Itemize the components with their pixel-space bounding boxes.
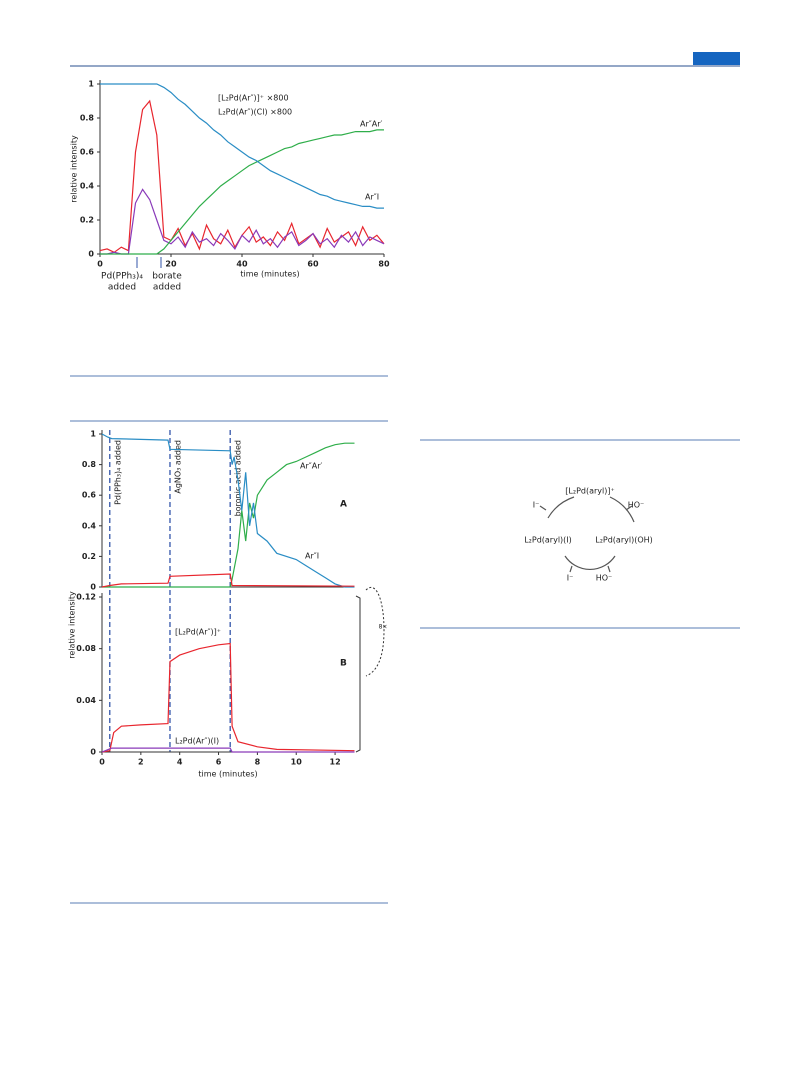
header-tab bbox=[693, 52, 740, 65]
cycle-label: L₂Pd(aryl)(OH) bbox=[595, 536, 653, 545]
y-tick-label: 0.6 bbox=[80, 148, 95, 157]
y-tick-label: 0.2 bbox=[80, 216, 94, 225]
series-label: [L₂Pd(Ar″)]⁺ bbox=[175, 628, 221, 637]
x-tick-label: 12 bbox=[330, 758, 341, 767]
cycle-label: I⁻ bbox=[533, 501, 540, 510]
series-line bbox=[101, 642, 355, 753]
annotation-arc bbox=[365, 587, 385, 677]
y-tick-label: 0 bbox=[90, 748, 96, 757]
cycle-arrow bbox=[547, 496, 575, 519]
cycle-label: [L₂Pd(aryl)]⁺ bbox=[565, 487, 614, 496]
x-axis-label: time (minutes) bbox=[198, 770, 257, 779]
event-label: Pd(PPh₃)₄ added bbox=[113, 440, 122, 505]
cycle-label: I⁻ bbox=[567, 574, 574, 583]
cycle-arrow bbox=[609, 496, 635, 523]
y-axis-label: relative intensity bbox=[70, 135, 79, 203]
cycle-label: L₂Pd(aryl)(I) bbox=[524, 536, 572, 545]
y-tick-label: 0.12 bbox=[76, 593, 96, 602]
x-tick-label: 0 bbox=[99, 758, 105, 767]
y-tick-label: 0.2 bbox=[82, 552, 96, 561]
panel-label: B bbox=[340, 659, 347, 669]
x-tick-label: 80 bbox=[378, 260, 390, 269]
panel-label: A bbox=[340, 500, 347, 510]
annotation: added bbox=[108, 283, 136, 293]
series-label: Ar″I bbox=[365, 193, 379, 202]
annotation: Pd(PPh₃)₄ bbox=[101, 272, 143, 282]
y-tick-label: 0.08 bbox=[76, 644, 96, 653]
annotation: borate bbox=[152, 272, 182, 282]
y-tick-label: 1 bbox=[90, 430, 96, 439]
catalytic-cycle bbox=[539, 496, 635, 573]
cycle-label: HO⁻ bbox=[596, 574, 613, 583]
cycle-arrow-branch bbox=[539, 505, 633, 573]
annotation: added bbox=[153, 283, 181, 293]
x-tick-label: 60 bbox=[307, 260, 319, 269]
series-label: Ar″Ar′ bbox=[360, 120, 383, 129]
y-tick-label: 0.8 bbox=[82, 460, 97, 469]
annotation: 8× bbox=[379, 624, 388, 631]
bracket bbox=[355, 595, 361, 753]
x-tick-label: 2 bbox=[138, 758, 144, 767]
y-tick-label: 0 bbox=[90, 583, 96, 592]
series-label: L₂Pd(Ar″)(Cl) ×800 bbox=[218, 108, 292, 117]
cycle-label: HO⁻ bbox=[628, 501, 645, 510]
series-line bbox=[101, 433, 355, 588]
series-label: L₂Pd(Ar″)(I) bbox=[175, 737, 219, 746]
y-tick-label: 0.6 bbox=[82, 491, 97, 500]
x-tick-label: 0 bbox=[97, 260, 103, 269]
series-line bbox=[100, 188, 385, 255]
series-line bbox=[102, 442, 355, 588]
series-label: Ar″I bbox=[305, 552, 319, 561]
series-line bbox=[100, 83, 384, 209]
y-axis-label: relative intensity bbox=[68, 591, 77, 659]
x-tick-label: 4 bbox=[177, 758, 183, 767]
y-tick-label: 0.4 bbox=[82, 521, 97, 530]
y-tick-label: 0 bbox=[88, 250, 94, 259]
event-label: AgNO₃ added bbox=[173, 440, 182, 494]
y-tick-label: 1 bbox=[88, 80, 94, 89]
series-label: [L₂Pd(Ar″)]⁺ ×800 bbox=[218, 94, 289, 103]
x-axis-label: time (minutes) bbox=[240, 270, 299, 279]
cycle-arrow bbox=[564, 555, 616, 570]
x-tick-label: 10 bbox=[291, 758, 303, 767]
x-tick-label: 20 bbox=[165, 260, 177, 269]
y-tick-label: 0.4 bbox=[80, 182, 95, 191]
series-line bbox=[101, 573, 355, 588]
y-tick-label: 0.8 bbox=[80, 114, 95, 123]
x-tick-label: 6 bbox=[216, 758, 222, 767]
series-label: Ar″Ar′ bbox=[300, 462, 323, 471]
x-tick-label: 8 bbox=[255, 758, 261, 767]
x-tick-label: 40 bbox=[236, 260, 248, 269]
y-tick-label: 0.04 bbox=[76, 696, 96, 705]
series-line bbox=[99, 99, 385, 253]
series-line bbox=[100, 129, 384, 255]
series-line bbox=[101, 747, 355, 753]
